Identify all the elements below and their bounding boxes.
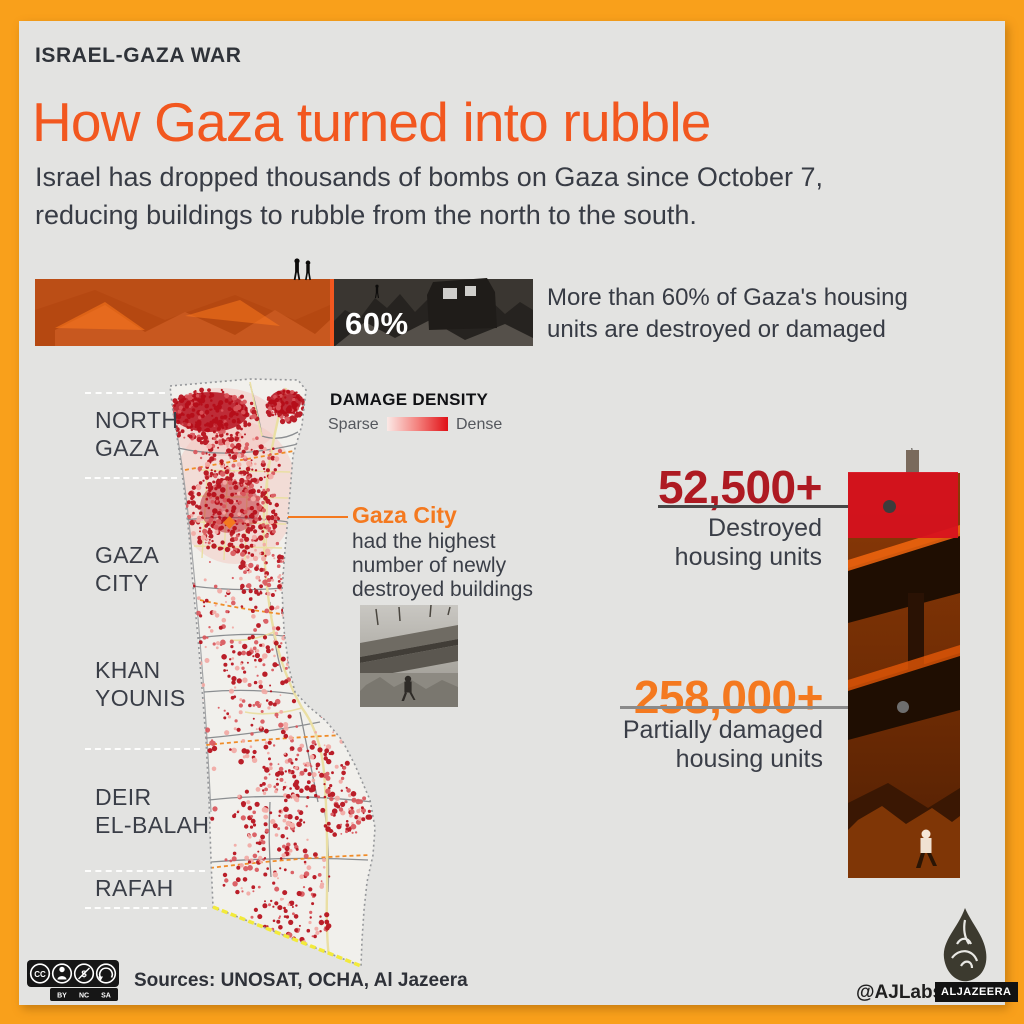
strip-divider (330, 279, 334, 346)
stat-damaged-value: 258,000+ (633, 671, 824, 723)
person-silhouette (401, 675, 416, 701)
stat-destroyed-value: 52,500+ (657, 461, 823, 513)
red-highlight-square (848, 472, 958, 538)
subtitle-line-1: Israel has dropped thousands of bombs on… (35, 162, 823, 192)
svg-text:NC: NC (79, 993, 89, 1000)
region-label-north-gaza: NORTH GAZA (95, 407, 179, 461)
cc-icon: CC (34, 970, 46, 979)
region-label-rafah: RAFAH (95, 875, 174, 901)
region-label-gaza-city: GAZA CITY (95, 542, 160, 596)
people-silhouettes (293, 258, 380, 299)
stat-damaged-connector (620, 706, 903, 709)
region-separator (85, 392, 165, 394)
destroyed-building-photo (848, 448, 960, 878)
page-title: How Gaza turned into rubble (32, 91, 711, 153)
callout-body: had the highest number of newly destroye… (352, 530, 533, 601)
region-separator (85, 907, 207, 909)
orange-tint-overlay (35, 279, 330, 346)
legend-max-label: Dense (456, 416, 503, 433)
legend-gradient-bar (387, 417, 448, 431)
damage-dots (170, 387, 373, 946)
governorate-borders (184, 449, 371, 869)
gaza-damage-map (169, 378, 376, 968)
social-handle: @AJLabs (856, 982, 944, 1003)
rubble-photo-strip (35, 258, 533, 346)
legend-title: DAMAGE DENSITY (330, 390, 489, 409)
subtitle-line-2: reducing buildings to rubble from the no… (35, 200, 697, 230)
creative-commons-badge: CC $ BY NC SA (27, 960, 119, 1001)
content-panel (19, 21, 1005, 1005)
stat-destroyed-connector (658, 505, 886, 508)
percent-label: 60% (345, 306, 409, 341)
callout-title: Gaza City (352, 502, 457, 528)
svg-text:$: $ (81, 969, 87, 980)
svg-text:SA: SA (101, 993, 111, 1000)
region-separator (85, 748, 200, 750)
stat-destroyed-dot (883, 500, 896, 513)
svg-text:BY: BY (57, 993, 67, 1000)
cc-nc-icon: $ (78, 967, 90, 980)
region-separator (85, 477, 177, 479)
subtitle: Israel has dropped thousands of bombs on… (35, 158, 823, 234)
region-label-deir-el-balah: DEIR EL-BALAH (95, 784, 210, 838)
cc-by-icon (57, 966, 67, 980)
callout-leader-line (288, 516, 348, 518)
al-jazeera-logo (943, 908, 987, 982)
sources-credit: Sources: UNOSAT, OCHA, Al Jazeera (134, 970, 468, 991)
region-label-khan-younis: KHAN YOUNIS (95, 657, 186, 711)
legend-min-label: Sparse (328, 416, 379, 433)
chimney (906, 450, 919, 473)
stat-damaged-dot (897, 701, 909, 713)
gaza-city-photo (360, 605, 458, 707)
person-silhouette (916, 829, 937, 868)
highlight-caption: More than 60% of Gaza's housing units ar… (547, 282, 908, 346)
southern-border (212, 905, 362, 968)
stat-destroyed-label: Destroyed housing units (674, 514, 822, 571)
region-separator (85, 870, 205, 872)
kicker: ISRAEL-GAZA WAR (35, 44, 242, 67)
cc-sa-icon (98, 967, 114, 981)
caption-line-1: More than 60% of Gaza's housing (547, 284, 908, 311)
aljazeera-wordmark: ALJAZEERA (935, 982, 1018, 1002)
stat-damaged-label: Partially damaged housing units (622, 716, 823, 773)
caption-line-2: units are destroyed or damaged (547, 316, 886, 343)
